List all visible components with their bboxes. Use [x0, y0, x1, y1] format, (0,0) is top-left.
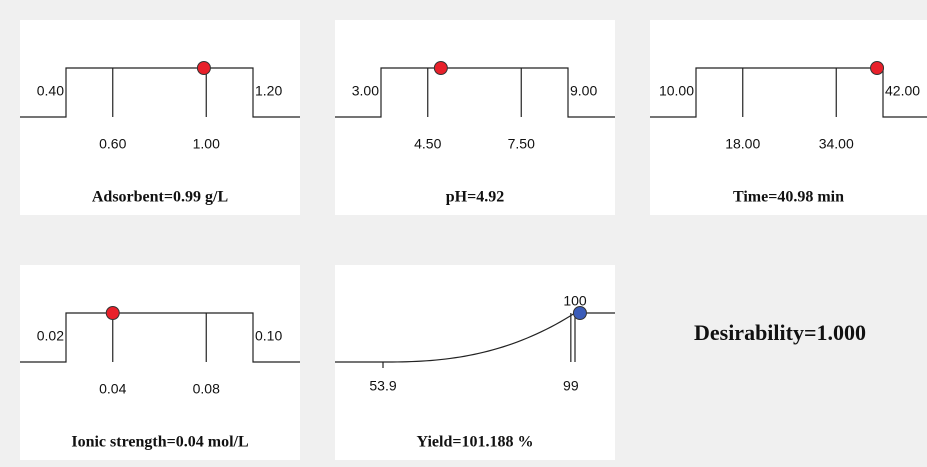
- desirability-curve: [335, 312, 615, 363]
- tick-label: 1.00: [193, 136, 220, 152]
- tick-label: 99: [563, 378, 579, 394]
- tick-label: 7.50: [508, 136, 535, 152]
- desirability: Desirability=1.000: [694, 320, 866, 345]
- tick-label: 34.00: [819, 136, 854, 152]
- tick-label: 0.60: [99, 136, 126, 152]
- tick-label: 0.04: [99, 381, 126, 397]
- panel-title: Time=40.98 min: [733, 189, 844, 206]
- low-label: 53.9: [369, 378, 396, 394]
- panel-title: Ionic strength=0.04 mol/L: [71, 434, 248, 451]
- low-label: 0.02: [37, 328, 64, 344]
- low-label: 10.00: [659, 83, 694, 99]
- panel-title: Adsorbent=0.99 g/L: [92, 189, 228, 206]
- setting-point: [196, 61, 211, 75]
- tick-label: 4.50: [414, 136, 441, 152]
- setting-point: [870, 61, 885, 75]
- panel-title: Yield=101.188 %: [417, 434, 534, 451]
- high-label: 9.00: [570, 83, 597, 99]
- tick-label: 0.08: [193, 381, 220, 397]
- ramp: [20, 312, 300, 363]
- setting-point: [105, 306, 120, 320]
- tick-label: 18.00: [725, 136, 760, 152]
- high-label: 1.20: [255, 83, 282, 99]
- ramp: [20, 67, 300, 118]
- setting-point: [572, 306, 587, 320]
- ramp: [650, 67, 927, 118]
- high-label: 0.10: [255, 328, 282, 344]
- high-label: 100: [563, 293, 587, 309]
- ramp: [335, 67, 615, 118]
- low-label: 3.00: [352, 83, 379, 99]
- setting-point: [433, 61, 448, 75]
- low-label: 0.40: [37, 83, 64, 99]
- high-label: 42.00: [885, 83, 920, 99]
- panel-title: pH=4.92: [446, 189, 504, 206]
